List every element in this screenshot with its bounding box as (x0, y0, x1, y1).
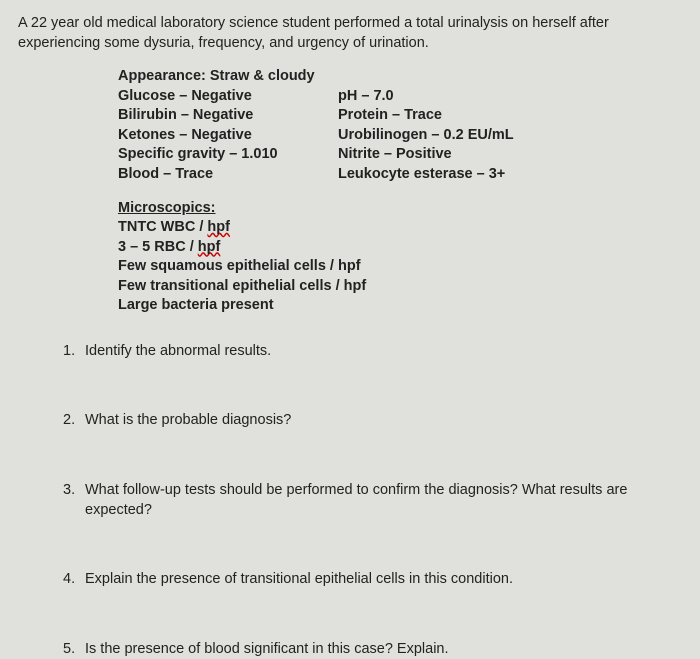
case-intro: A 22 year old medical laboratory science… (18, 14, 682, 53)
question-text: Is the presence of blood significant in … (85, 640, 682, 659)
protein-line: Protein – Trace (338, 106, 578, 126)
question-item: 1. Identify the abnormal results. (63, 342, 682, 362)
question-number: 4. (63, 570, 85, 590)
chemistry-right-column: pH – 7.0 Protein – Trace Urobilinogen – … (338, 87, 578, 185)
appearance-line: Appearance: Straw & cloudy (118, 67, 682, 87)
question-text: Identify the abnormal results. (85, 342, 682, 362)
question-text: What is the probable diagnosis? (85, 411, 682, 431)
squamous-line: Few squamous epithelial cells / hpf (118, 257, 682, 277)
question-text: Explain the presence of transitional epi… (85, 570, 682, 590)
transitional-line: Few transitional epithelial cells / hpf (118, 277, 682, 297)
question-item: 2. What is the probable diagnosis? (63, 411, 682, 431)
chemistry-left-column: Glucose – Negative Bilirubin – Negative … (118, 87, 338, 185)
urobilinogen-line: Urobilinogen – 0.2 EU/mL (338, 126, 578, 146)
chemistry-results: Appearance: Straw & cloudy Glucose – Neg… (118, 67, 682, 184)
microscopics-title: Microscopics: (118, 200, 216, 216)
blood-line: Blood – Trace (118, 165, 338, 185)
spellcheck-wavy: hpf (207, 219, 230, 235)
question-item: 4. Explain the presence of transitional … (63, 570, 682, 590)
leukocyte-esterase-line: Leukocyte esterase – 3+ (338, 165, 578, 185)
microscopics-block: Microscopics: TNTC WBC / hpf 3 – 5 RBC /… (118, 199, 682, 316)
glucose-line: Glucose – Negative (118, 87, 338, 107)
question-item: 3. What follow-up tests should be perfor… (63, 481, 682, 520)
question-number: 5. (63, 640, 85, 659)
spellcheck-wavy: hpf (198, 239, 221, 255)
specific-gravity-line: Specific gravity – 1.010 (118, 145, 338, 165)
rbc-line: 3 – 5 RBC / hpf (118, 238, 682, 258)
question-number: 1. (63, 342, 85, 362)
questions-list: 1. Identify the abnormal results. 2. Wha… (63, 342, 682, 659)
bilirubin-line: Bilirubin – Negative (118, 106, 338, 126)
wbc-line: TNTC WBC / hpf (118, 218, 682, 238)
nitrite-line: Nitrite – Positive (338, 145, 578, 165)
bacteria-line: Large bacteria present (118, 296, 682, 316)
question-number: 3. (63, 481, 85, 520)
ph-line: pH – 7.0 (338, 87, 578, 107)
question-number: 2. (63, 411, 85, 431)
ketones-line: Ketones – Negative (118, 126, 338, 146)
question-item: 5. Is the presence of blood significant … (63, 640, 682, 659)
question-text: What follow-up tests should be performed… (85, 481, 682, 520)
